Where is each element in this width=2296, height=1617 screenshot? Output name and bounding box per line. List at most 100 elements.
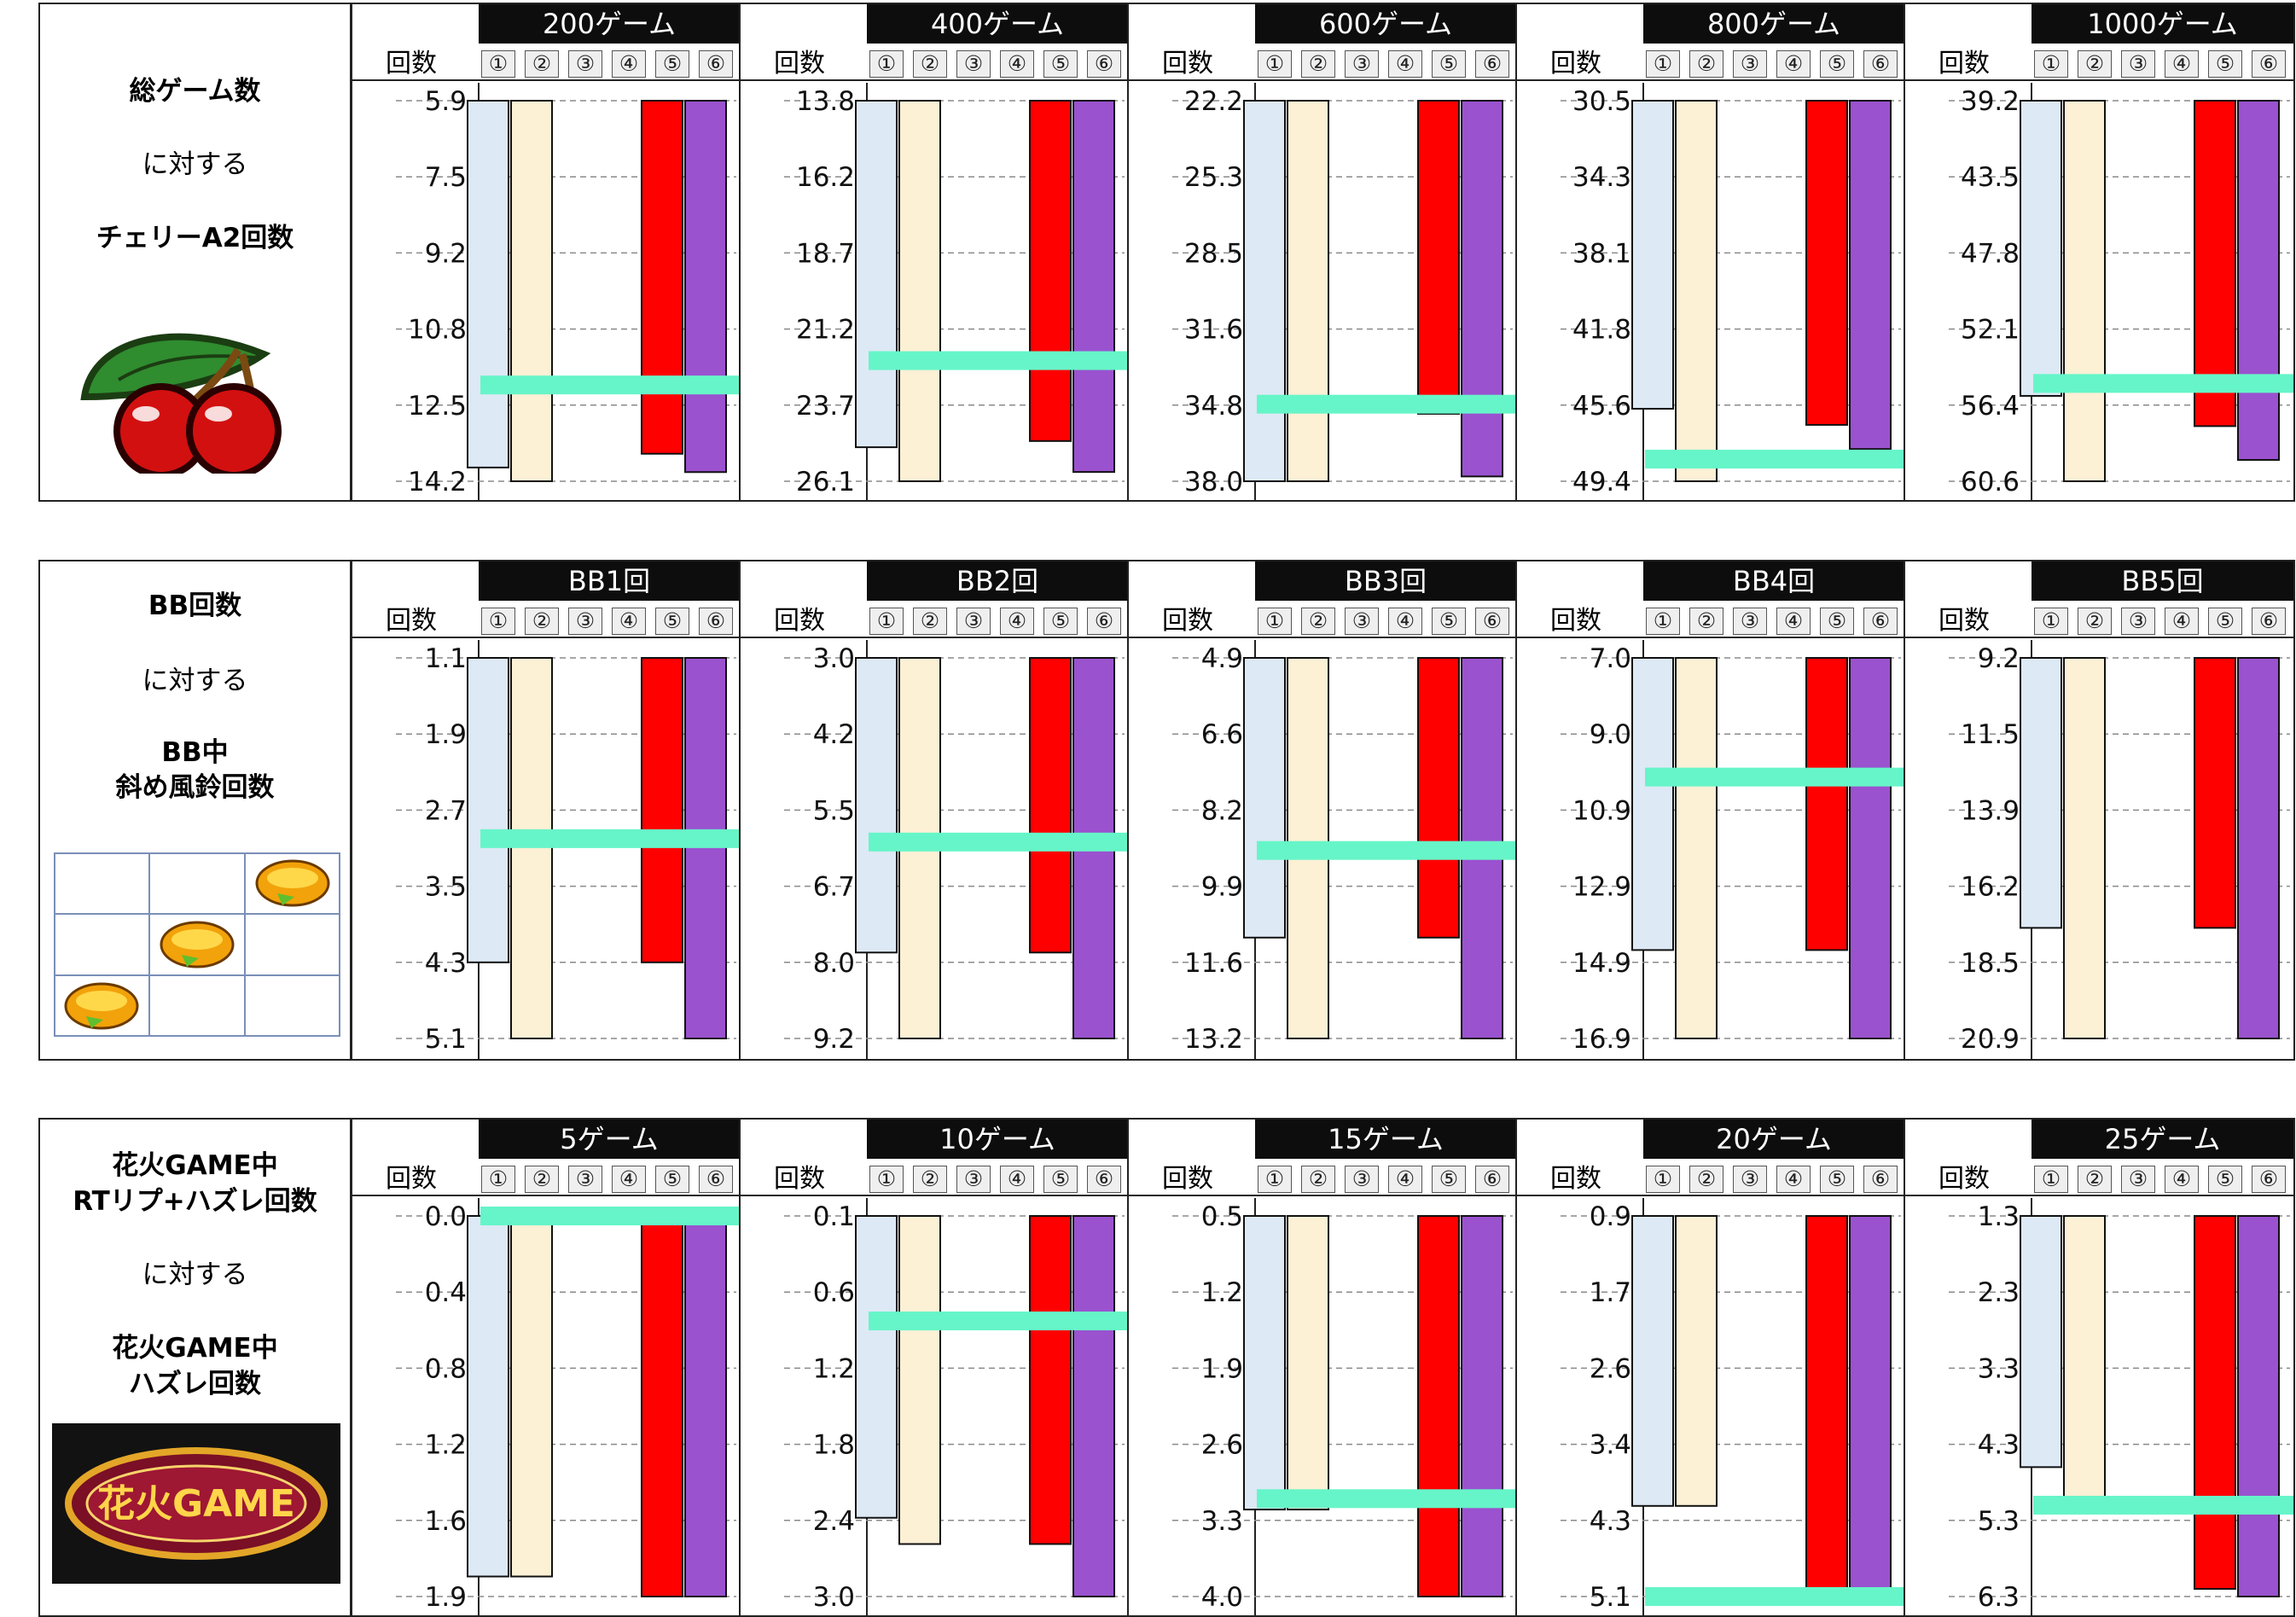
panel-title: 20ゲーム [1643, 1120, 1904, 1159]
bar-setting-1 [2020, 657, 2062, 929]
setting-label: ② [1301, 50, 1335, 78]
y-tick-label: 1.9 [1201, 1353, 1243, 1384]
bar-setting-1 [1243, 1215, 1286, 1511]
count-column-label: 回数 [386, 1164, 437, 1194]
panel-subheader: 回数 ① ② ③ ④ ⑤ ⑥ [1516, 604, 1904, 638]
panel-title: 200ゲーム [479, 4, 740, 44]
y-tick-label: 5.1 [425, 1024, 467, 1055]
y-tick-label: 3.3 [1978, 1353, 2020, 1384]
bar-setting-2 [898, 100, 941, 482]
chart-svg: 7.0 9.0 10.9 12.9 14.9 16.9 [1561, 640, 1904, 1061]
panel-title: 5ゲーム [479, 1120, 740, 1159]
count-column-label: 回数 [1550, 606, 1601, 636]
panel-title: 1000ゲーム [2032, 4, 2293, 44]
y-tick-label: 1.3 [1978, 1201, 2020, 1232]
y-tick-label: 43.5 [1961, 162, 2020, 193]
y-tick-label: 7.5 [425, 162, 467, 193]
y-tick-label: 30.5 [1572, 86, 1631, 117]
y-tick-label: 8.0 [813, 948, 855, 979]
y-tick-label: 47.8 [1961, 238, 2020, 269]
current-value-line [1257, 1489, 1516, 1509]
bar-setting-2 [2063, 1215, 2106, 1514]
setting-label: ⑤ [655, 1166, 689, 1193]
panel-subheader: 回数 ① ② ③ ④ ⑤ ⑥ [1516, 1162, 1904, 1196]
chart-svg: 3.0 4.2 5.5 6.7 8.0 9.2 [784, 640, 1128, 1061]
y-tick-label: 1.9 [425, 1582, 467, 1613]
setting-label: ③ [1345, 608, 1379, 635]
setting-label: ① [1646, 608, 1680, 635]
bar-setting-2 [2063, 100, 2106, 482]
panel-plot-area: 9.2 11.5 13.9 16.2 18.5 20.9 [1904, 640, 2293, 1061]
bar-setting-6 [1849, 100, 1892, 451]
setting-label: ③ [2121, 50, 2155, 78]
setting-label: ⑤ [1043, 1166, 1078, 1193]
current-value-line [1257, 840, 1516, 860]
count-column-label: 回数 [386, 49, 437, 79]
chart-panel: 1000ゲーム 回数 ① ② ③ ④ ⑤ ⑥ 39.2 43.5 47.8 52.1 56.4 60.6 [1904, 4, 2293, 502]
y-tick-label: 0.0 [425, 1201, 467, 1232]
setting-label: ③ [568, 50, 602, 78]
y-tick-label: 11.6 [1184, 948, 1243, 979]
chart-panel: BB1回 回数 ① ② ③ ④ ⑤ ⑥ 1.1 1.9 2.7 3.5 4.3 5.1 [351, 561, 740, 1061]
count-column-label: 回数 [1162, 49, 1213, 79]
chart-svg: 0.9 1.7 2.6 3.4 4.3 5.1 [1561, 1198, 1904, 1617]
panel-divider [351, 561, 352, 1059]
row-label-line: BB中 [161, 737, 229, 768]
y-tick-label: 1.2 [813, 1353, 855, 1384]
y-tick-label: 10.8 [408, 315, 467, 346]
setting-label: ⑥ [1087, 608, 1121, 635]
panel-title: 400ゲーム [867, 4, 1128, 44]
panel-subheader: 回数 ① ② ③ ④ ⑤ ⑥ [352, 1162, 740, 1196]
row-label-line: 花火GAME中 [112, 1333, 278, 1364]
bar-setting-6 [1461, 1215, 1503, 1597]
panel-plot-area: 0.0 0.4 0.8 1.2 1.6 1.9 [352, 1198, 740, 1617]
bar-setting-6 [2237, 1215, 2280, 1597]
panel-divider [351, 4, 352, 500]
panel-subheader: 回数 ① ② ③ ④ ⑤ ⑥ [740, 47, 1128, 81]
setting-label: ⑤ [2208, 1166, 2242, 1193]
y-tick-label: 23.7 [796, 391, 855, 422]
chart-svg: 22.2 25.3 28.5 31.6 34.8 38.0 [1172, 83, 1516, 502]
setting-label: ④ [1776, 1166, 1811, 1193]
setting-label: ① [869, 1166, 904, 1193]
setting-label: ⑥ [2252, 1166, 2286, 1193]
panel-divider [1904, 4, 1905, 500]
setting-label: ④ [1000, 50, 1034, 78]
bar-setting-5 [1417, 657, 1460, 939]
setting-label: ② [913, 1166, 947, 1193]
panel-subheader: 回数 ① ② ③ ④ ⑤ ⑥ [352, 47, 740, 81]
y-tick-label: 16.9 [1572, 1024, 1631, 1055]
chart-row-cherry: 総ゲーム数 に対する チェリーA2回数 200ゲーム 回数 ① ② ③ ④ ⑤ ⑥ 5.9 7.5… [38, 3, 2295, 502]
bar-setting-5 [1029, 657, 1072, 954]
current-value-line [480, 1207, 740, 1225]
panel-plot-area: 0.1 0.6 1.2 1.8 2.4 3.0 [740, 1198, 1128, 1617]
bar-setting-6 [1849, 657, 1892, 1039]
setting-label: ③ [1733, 50, 1767, 78]
panel-plot-area: 13.8 16.2 18.7 21.2 23.7 26.1 [740, 83, 1128, 502]
hanabi-game-logo-icon: 花火GAME [52, 1423, 340, 1584]
y-tick-label: 4.2 [813, 719, 855, 750]
setting-label: ① [869, 608, 904, 635]
row-label-line: 総ゲーム数 [129, 76, 261, 107]
panel-divider [351, 1120, 352, 1615]
panel-plot-area: 1.1 1.9 2.7 3.5 4.3 5.1 [352, 640, 740, 1061]
panel-title: BB5回 [2032, 561, 2293, 601]
bar-setting-2 [510, 657, 553, 1039]
setting-label: ⑥ [1475, 1166, 1509, 1193]
panel-plot-area: 39.2 43.5 47.8 52.1 56.4 60.6 [1904, 83, 2293, 502]
y-tick-label: 1.2 [425, 1430, 467, 1461]
setting-label: ⑤ [655, 608, 689, 635]
chart-panel: 20ゲーム 回数 ① ② ③ ④ ⑤ ⑥ 0.9 1.7 2.6 3.4 4.3 5.1 [1515, 1120, 1904, 1617]
bar-setting-5 [1417, 100, 1460, 415]
current-value-line [869, 832, 1128, 852]
row-label-line: RTリプ+ハズレ回数 [73, 1186, 317, 1217]
panel-divider [1515, 1120, 1517, 1615]
y-tick-label: 4.3 [425, 948, 467, 979]
y-tick-label: 1.6 [425, 1506, 467, 1537]
setting-label: ⑥ [1863, 608, 1898, 635]
panel-divider [1127, 1120, 1129, 1615]
row-label-line: ハズレ回数 [129, 1369, 261, 1399]
y-tick-label: 26.1 [796, 467, 855, 497]
current-value-line [1257, 394, 1516, 414]
setting-label: ③ [1733, 608, 1767, 635]
